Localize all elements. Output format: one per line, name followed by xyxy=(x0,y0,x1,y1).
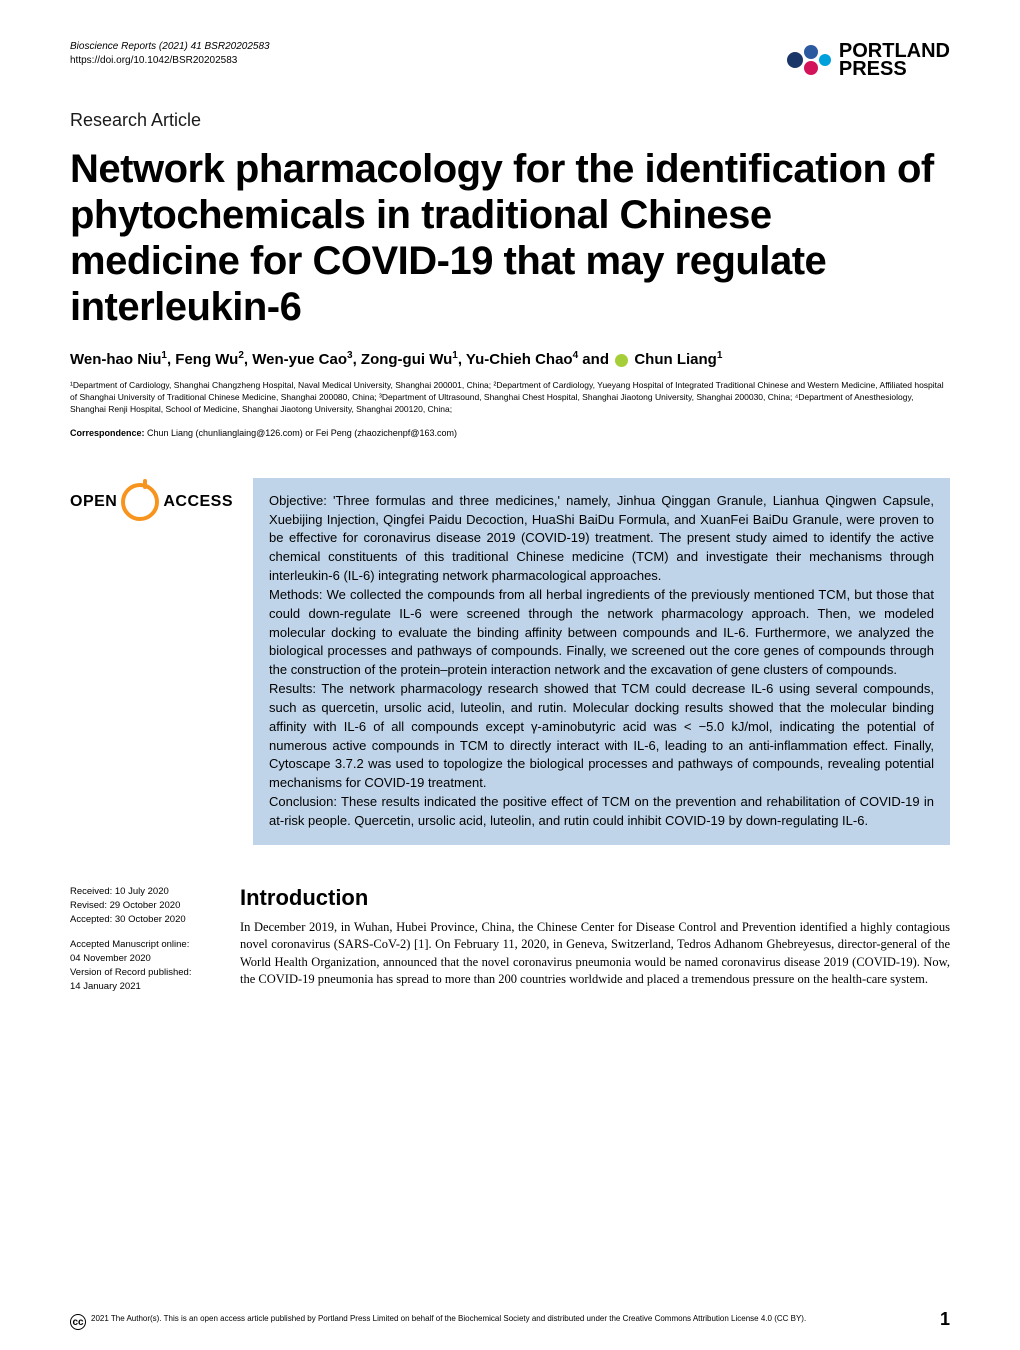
version-record-label: Version of Record published: xyxy=(70,967,191,978)
article-type-label: Research Article xyxy=(70,110,950,131)
manuscript-online-date: 04 November 2020 xyxy=(70,953,151,964)
abstract-box: Objective: 'Three formulas and three med… xyxy=(253,478,950,845)
introduction-column: Introduction In December 2019, in Wuhan,… xyxy=(240,885,950,1005)
open-lock-icon xyxy=(121,483,159,521)
open-access-block: OPEN ACCESS xyxy=(70,478,233,845)
page-number: 1 xyxy=(940,1309,950,1330)
publication-dates: Received: 10 July 2020 Revised: 29 Octob… xyxy=(70,885,220,1005)
version-record-date: 14 January 2021 xyxy=(70,981,141,992)
author-name: Wen-yue Cao xyxy=(252,351,347,368)
page-footer: cc 2021 The Author(s). This is an open a… xyxy=(70,1309,950,1330)
publisher-logo-icon xyxy=(785,40,833,80)
orcid-icon[interactable] xyxy=(615,354,628,367)
article-title: Network pharmacology for the identificat… xyxy=(70,146,950,330)
author-list: Wen-hao Niu1, Feng Wu2, Wen-yue Cao3, Zo… xyxy=(70,350,950,368)
accepted-date: Accepted: 30 October 2020 xyxy=(70,914,186,925)
open-access-badge: OPEN ACCESS xyxy=(70,483,233,521)
journal-citation: Bioscience Reports (2021) 41 BSR20202583 xyxy=(70,40,270,54)
abstract-row: OPEN ACCESS Objective: 'Three formulas a… xyxy=(70,478,950,845)
citation-block: Bioscience Reports (2021) 41 BSR20202583… xyxy=(70,40,270,68)
author-name: Yu-Chieh Chao xyxy=(466,351,573,368)
author-name: Wen-hao Niu xyxy=(70,351,161,368)
introduction-row: Received: 10 July 2020 Revised: 29 Octob… xyxy=(70,885,950,1005)
manuscript-online-label: Accepted Manuscript online: xyxy=(70,939,189,950)
publisher-logo: PORTLAND PRESS xyxy=(785,40,950,80)
revised-date: Revised: 29 October 2020 xyxy=(70,900,180,911)
doi-link[interactable]: https://doi.org/10.1042/BSR20202583 xyxy=(70,54,270,68)
received-date: Received: 10 July 2020 xyxy=(70,886,169,897)
author-name: Feng Wu xyxy=(175,351,238,368)
abstract-text: Objective: 'Three formulas and three med… xyxy=(269,493,934,828)
correspondence-block: Correspondence: Chun Liang (chunlianglai… xyxy=(70,428,950,438)
correspondence-text: Chun Liang (chunlianglaing@126.com) or F… xyxy=(145,428,457,438)
publisher-name: PORTLAND PRESS xyxy=(839,42,950,78)
author-name: Zong-gui Wu xyxy=(361,351,452,368)
cc-icon: cc xyxy=(70,1314,86,1330)
license-text: 2021 The Author(s). This is an open acce… xyxy=(91,1314,806,1323)
introduction-heading: Introduction xyxy=(240,885,950,911)
author-name: Chun Liang xyxy=(634,351,717,368)
access-text: ACCESS xyxy=(163,493,233,511)
open-text: OPEN xyxy=(70,493,117,511)
affiliations-block: ¹Department of Cardiology, Shanghai Chan… xyxy=(70,380,950,416)
introduction-text: In December 2019, in Wuhan, Hubei Provin… xyxy=(240,919,950,989)
page-header: Bioscience Reports (2021) 41 BSR20202583… xyxy=(70,40,950,80)
correspondence-label: Correspondence: xyxy=(70,428,145,438)
license-block: cc 2021 The Author(s). This is an open a… xyxy=(70,1314,940,1330)
